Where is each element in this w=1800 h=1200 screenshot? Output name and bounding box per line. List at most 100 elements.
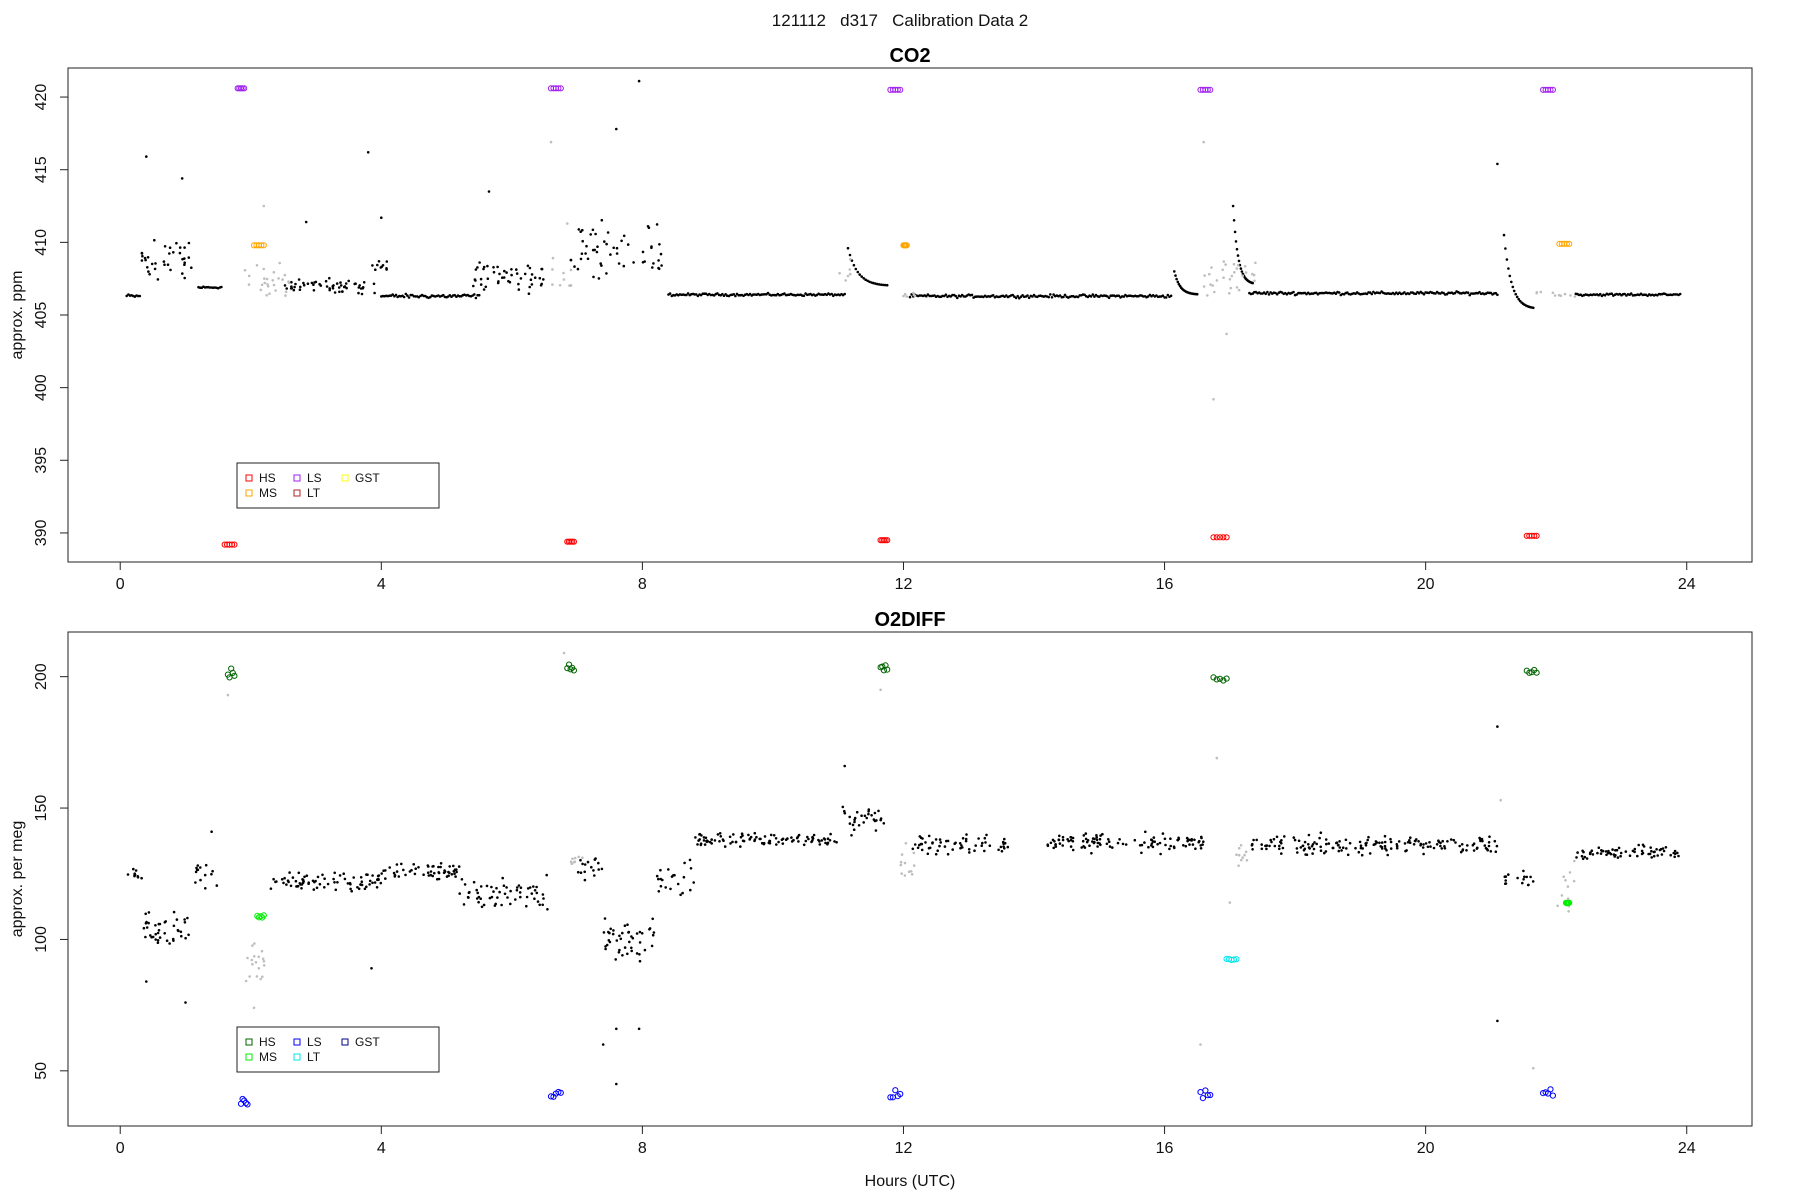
o2diff-cal-ls-point [887, 1094, 894, 1101]
o2diff-ambient-point [356, 886, 359, 889]
co2-flush-point [846, 274, 850, 278]
co2-ambient-point [872, 281, 875, 285]
o2diff-ambient-point [650, 944, 654, 948]
o2diff-outlier-point [637, 1027, 641, 1031]
co2-ambient-point [345, 286, 348, 290]
co2-ambient-point [362, 281, 366, 284]
o2diff-ambient-point [1150, 838, 1153, 841]
co2-flush-point [255, 264, 259, 267]
o2diff-ambient-point [1118, 838, 1121, 841]
o2diff-flush-point [1245, 859, 1249, 862]
co2-cal-ls-point [555, 85, 562, 92]
o2diff-ambient-point [154, 932, 157, 936]
o2diff-ambient-point [603, 917, 607, 920]
o2diff-ambient-point [336, 881, 339, 884]
co2-ambient-point [615, 246, 619, 250]
o2diff-ambient-point [291, 876, 295, 879]
co2-ambient-point [476, 266, 479, 269]
co2-flush-point [1573, 295, 1577, 298]
o2diff-ambient-point [1617, 846, 1621, 850]
co2-ambient-point [1517, 297, 1520, 301]
o2diff-ambient-point [973, 849, 976, 852]
o2diff-ambient-point [652, 931, 656, 934]
o2diff-ambient-point [1169, 844, 1172, 848]
co2-ambient-point [1166, 293, 1170, 297]
co2-ambient-point [668, 292, 672, 295]
o2diff-ambient-point [604, 945, 607, 948]
o2diff-ambient-point [533, 889, 537, 892]
o2diff-ambient-point [1383, 840, 1387, 844]
o2diff-ambient-point [934, 838, 938, 841]
o2diff-outlier-point [601, 1043, 605, 1046]
o2diff-ambient-point [299, 883, 302, 886]
o2diff-ambient-point [1531, 880, 1535, 883]
o2diff-ambient-point [545, 873, 548, 877]
o2diff-ambient-point [1459, 850, 1463, 854]
o2diff-ambient-point [388, 866, 392, 869]
o2diff-ambient-point [432, 864, 435, 868]
o2diff-ambient-point [180, 934, 183, 938]
co2-ambient-point [581, 239, 584, 243]
co2-cal-ls-point [1204, 86, 1211, 93]
co2-flush-point [281, 278, 284, 281]
co2-x-tick-label: 20 [1417, 576, 1435, 593]
o2diff-cal-ls-point [1202, 1087, 1209, 1094]
o2diff-ambient-point [1421, 846, 1425, 849]
o2diff-ambient-point [1002, 845, 1005, 848]
co2-flush-point [1215, 279, 1219, 282]
co2-ambient-point [1011, 293, 1015, 297]
co2-ambient-point [373, 291, 376, 295]
o2diff-points [126, 651, 1680, 1108]
o2diff-ambient-point [659, 877, 663, 881]
o2diff-ambient-point [934, 852, 938, 856]
o2diff-flush-point [226, 693, 230, 697]
co2-legend-swatch [293, 489, 301, 497]
co2-ambient-point [1089, 295, 1093, 298]
o2diff-ambient-point [210, 872, 213, 876]
o2diff-y-tick-label: 200 [33, 663, 50, 690]
o2diff-ambient-point [1599, 852, 1603, 855]
o2diff-ambient-point [203, 873, 207, 877]
co2-cal-ms-point [903, 242, 910, 249]
o2diff-ambient-point [338, 874, 342, 877]
o2diff-ambient-point [1641, 851, 1645, 855]
o2diff-ambient-point [1200, 835, 1203, 839]
o2diff-flush-point [259, 977, 263, 981]
co2-flush-point [266, 283, 269, 286]
co2-ambient-point [374, 268, 377, 272]
o2diff-ambient-point [679, 893, 682, 897]
o2diff-ambient-point [638, 941, 642, 944]
o2diff-outlier-point [210, 830, 213, 833]
o2diff-ambient-point [1346, 853, 1350, 857]
o2diff-ambient-point [1650, 856, 1653, 859]
co2-ambient-point [659, 252, 663, 256]
o2diff-ambient-point [1090, 851, 1093, 855]
o2diff-ambient-point [1385, 849, 1388, 852]
o2diff-ambient-point [1273, 844, 1277, 848]
o2diff-flush-point [262, 964, 266, 967]
o2diff-legend-swatch [293, 1038, 301, 1046]
co2-ambient-point [479, 283, 483, 286]
o2diff-ambient-point [1516, 876, 1519, 880]
o2diff-ambient-point [1324, 850, 1328, 853]
o2diff-ambient-point [1340, 849, 1343, 852]
co2-ambient-point [361, 286, 365, 289]
o2diff-ambient-point [877, 809, 880, 813]
co2-flush-point [1236, 263, 1240, 267]
o2diff-ambient-point [828, 839, 832, 842]
co2-ambient-point [1334, 292, 1338, 296]
co2-legend-label: MS [259, 486, 277, 500]
o2diff-ambient-point [479, 897, 483, 900]
o2diff-ambient-point [1358, 840, 1362, 844]
o2diff-ambient-point [1389, 847, 1393, 850]
co2-ambient-point [954, 294, 957, 298]
co2-ambient-point [492, 270, 496, 274]
o2diff-ambient-point [920, 848, 924, 852]
co2-ambient-point [597, 277, 601, 280]
co2-ambient-point [766, 291, 770, 295]
o2diff-x-tick-label: 20 [1417, 1140, 1435, 1157]
co2-ambient-point [1174, 274, 1177, 277]
co2-ambient-point [141, 254, 144, 258]
o2diff-ambient-point [525, 895, 529, 899]
o2diff-ambient-point [1302, 848, 1306, 852]
